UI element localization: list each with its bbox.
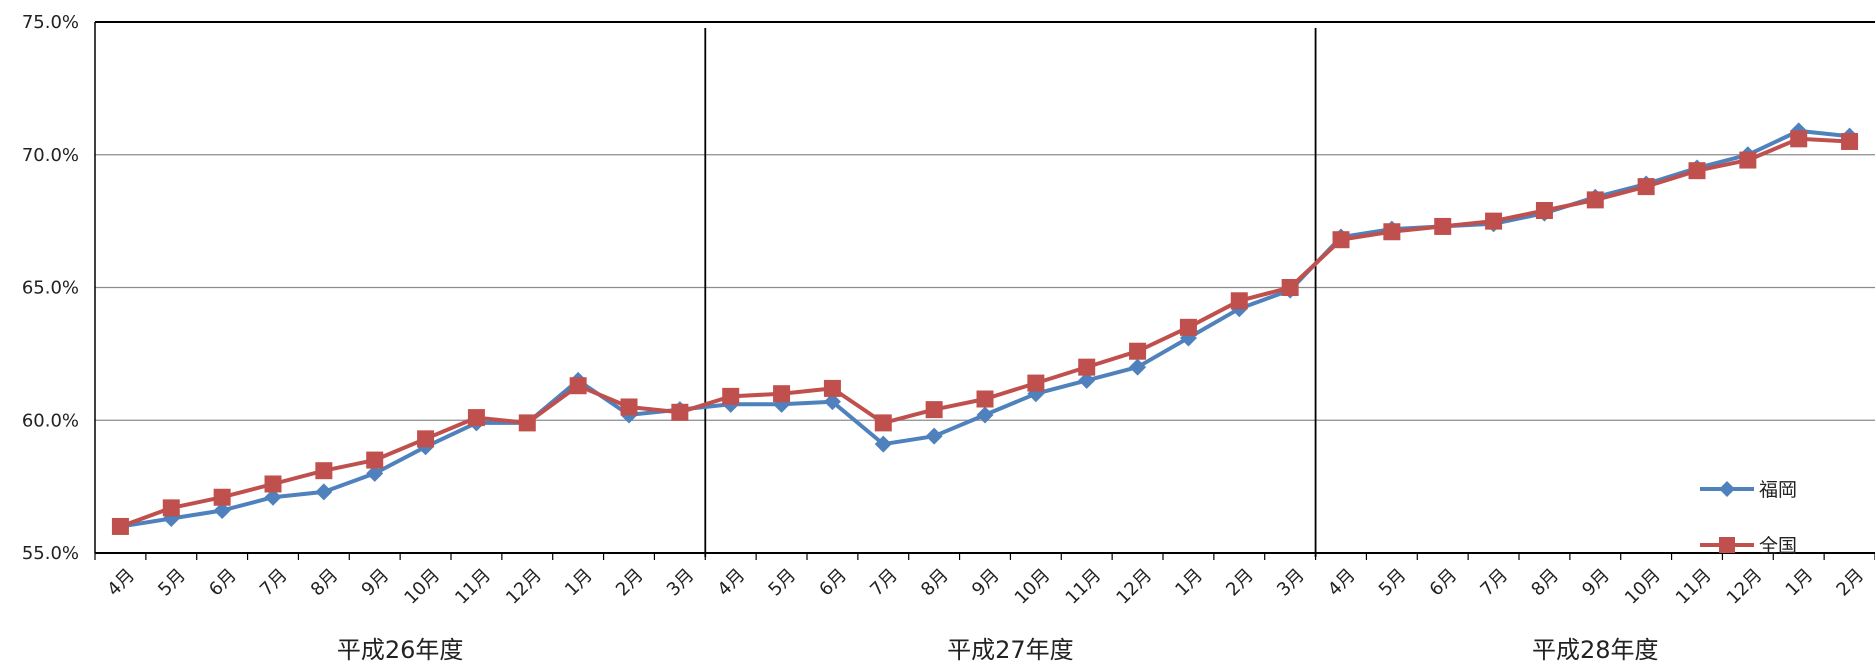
x-tick-label: 7月 <box>866 565 902 601</box>
data-point-2 <box>467 409 485 427</box>
y-tick-label: 70.0% <box>22 145 79 166</box>
x-tick-label: 4月 <box>714 565 750 601</box>
data-point-2 <box>1739 151 1757 169</box>
data-point-1 <box>925 427 943 445</box>
data-point-1 <box>213 502 231 520</box>
x-tick-label: 5月 <box>154 565 190 601</box>
data-point-2 <box>1332 231 1350 249</box>
data-point-2 <box>111 517 129 535</box>
data-point-2 <box>1688 162 1706 180</box>
data-point-2 <box>1078 358 1096 376</box>
x-tick-label: 2月 <box>1832 565 1868 601</box>
data-point-2 <box>671 403 689 421</box>
data-point-2 <box>1383 223 1401 241</box>
data-point-2 <box>976 390 994 408</box>
y-tick-label: 55.0% <box>22 543 79 564</box>
data-point-2 <box>1841 132 1859 150</box>
x-tick-label: 7月 <box>256 565 292 601</box>
x-tick-label: 1月 <box>561 565 597 601</box>
x-tick-label: 6月 <box>205 565 241 601</box>
data-point-2 <box>620 398 638 416</box>
x-tick-label: 10月 <box>1011 565 1055 609</box>
data-point-2 <box>1586 191 1604 209</box>
data-point-2 <box>1637 178 1655 196</box>
data-point-1 <box>976 406 994 424</box>
data-point-2 <box>417 430 435 448</box>
x-tick-label: 6月 <box>815 565 851 601</box>
data-point-2 <box>518 414 536 432</box>
legend-label: 福岡 <box>1759 479 1797 501</box>
legend-marker <box>1719 481 1735 497</box>
x-tick-label: 9月 <box>968 565 1004 601</box>
data-point-2 <box>1129 342 1147 360</box>
legend-marker <box>1719 537 1735 553</box>
y-tick-label: 60.0% <box>22 410 79 431</box>
x-tick-label: 12月 <box>502 565 546 609</box>
data-point-2 <box>1281 279 1299 296</box>
data-point-2 <box>773 385 791 403</box>
x-tick-label: 4月 <box>103 565 139 601</box>
data-point-1 <box>874 435 892 453</box>
data-point-2 <box>162 499 180 517</box>
x-tick-label: 8月 <box>917 565 953 601</box>
data-point-2 <box>1027 374 1045 392</box>
fiscal-year-label: 平成28年度 <box>1532 636 1659 664</box>
x-tick-label: 10月 <box>400 565 444 609</box>
x-tick-label: 3月 <box>663 565 699 601</box>
data-point-2 <box>1535 202 1553 220</box>
data-point-1 <box>315 483 333 501</box>
x-tick-label: 2月 <box>1222 565 1258 601</box>
x-tick-label: 5月 <box>764 565 800 601</box>
x-tick-label: 11月 <box>1672 565 1716 609</box>
x-tick-label: 6月 <box>1426 565 1462 601</box>
x-tick-label: 4月 <box>1324 565 1360 601</box>
legend-label: 全国 <box>1759 535 1797 557</box>
x-tick-label: 9月 <box>1578 565 1614 601</box>
data-point-1 <box>1129 358 1147 376</box>
data-point-2 <box>1230 292 1248 310</box>
data-point-2 <box>264 475 282 493</box>
data-point-2 <box>925 401 943 419</box>
y-axis: 55.0% 60.0% 65.0% 70.0% 75.0% <box>22 12 96 564</box>
fiscal-year-label: 平成26年度 <box>337 636 464 664</box>
data-point-2 <box>1434 217 1452 235</box>
data-point-2 <box>366 451 384 469</box>
x-tick-label: 9月 <box>358 565 394 601</box>
data-point-1 <box>366 464 384 482</box>
data-point-1 <box>1078 371 1096 389</box>
y-tick-label: 75.0% <box>22 12 79 33</box>
data-point-1 <box>264 488 282 506</box>
plot-area <box>111 122 1859 535</box>
x-tick-label: 1月 <box>1171 565 1207 601</box>
x-axis: 4月 5月 6月 7月 8月 9月 10月 11月 12月 1月 2月 3月 4月 5月 6月 7月 8月 9月 1… <box>94 553 1875 664</box>
data-point-2 <box>569 377 587 395</box>
x-tick-label: 11月 <box>1062 565 1106 609</box>
x-tick-label: 8月 <box>307 565 343 601</box>
x-tick-label: 7月 <box>1476 565 1512 601</box>
fiscal-year-label: 平成27年度 <box>947 636 1074 664</box>
data-point-1 <box>823 393 841 411</box>
x-tick-label: 8月 <box>1527 565 1563 601</box>
gridlines <box>95 21 1875 557</box>
x-tick-label: 10月 <box>1621 565 1665 609</box>
x-tick-label: 1月 <box>1782 565 1818 601</box>
data-point-2 <box>1790 130 1808 148</box>
data-point-2 <box>823 379 841 397</box>
y-tick-label: 65.0% <box>22 278 79 299</box>
data-point-2 <box>1179 318 1197 336</box>
x-tick-label: 11月 <box>451 565 495 609</box>
x-tick-label: 5月 <box>1375 565 1411 601</box>
data-point-2 <box>1485 212 1503 230</box>
x-tick-label: 12月 <box>1723 565 1767 609</box>
x-tick-label: 3月 <box>1273 565 1309 601</box>
data-point-2 <box>315 462 333 480</box>
x-tick-label: 2月 <box>612 565 648 601</box>
data-point-2 <box>213 488 231 506</box>
x-tick-label: 12月 <box>1112 565 1156 609</box>
data-point-2 <box>722 387 740 405</box>
data-point-2 <box>874 414 892 432</box>
